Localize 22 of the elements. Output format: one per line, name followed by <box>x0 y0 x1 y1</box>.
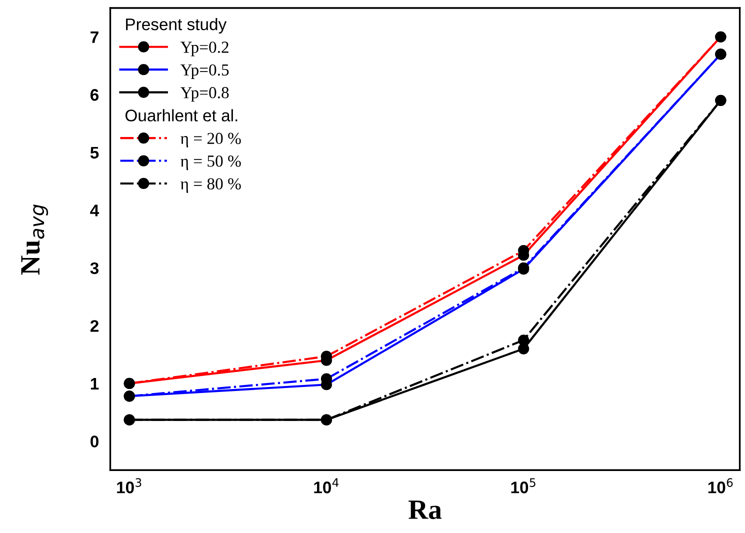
y-tick-label: 5 <box>90 146 99 159</box>
y-tick-label: 0 <box>90 436 98 448</box>
legend-label: η = 50 % <box>180 156 241 170</box>
x-tick-label: 10$^{6}$ <box>708 478 733 494</box>
y-tick-label: 3 <box>90 262 99 274</box>
legend-label: Yp=0.2 <box>180 42 228 56</box>
y-tick-label: 1 <box>90 378 99 390</box>
x-tick-label: 10$^{4}$ <box>314 478 339 494</box>
x-tick-label: 10$^{5}$ <box>511 478 536 494</box>
y-tick-label: 2 <box>90 320 98 332</box>
y-tick-label: 6 <box>90 89 99 101</box>
x-tick-label: 10$^{3}$ <box>117 478 142 494</box>
annotation: Ouarhlent et al. <box>125 109 238 122</box>
y-axis-title: Nu$_{avg}$ <box>21 204 48 275</box>
legend-label: η = 20 % <box>180 132 241 148</box>
y-tick-label: 4 <box>90 204 100 216</box>
legend-label: η = 80 % <box>180 178 241 193</box>
annotation: Present study <box>126 18 227 34</box>
x-axis-title: Ra <box>408 500 442 520</box>
legend-label: Yp=0.5 <box>180 64 229 79</box>
y-tick-label: 7 <box>90 31 98 43</box>
legend-label: Yp=0.8 <box>180 87 229 102</box>
